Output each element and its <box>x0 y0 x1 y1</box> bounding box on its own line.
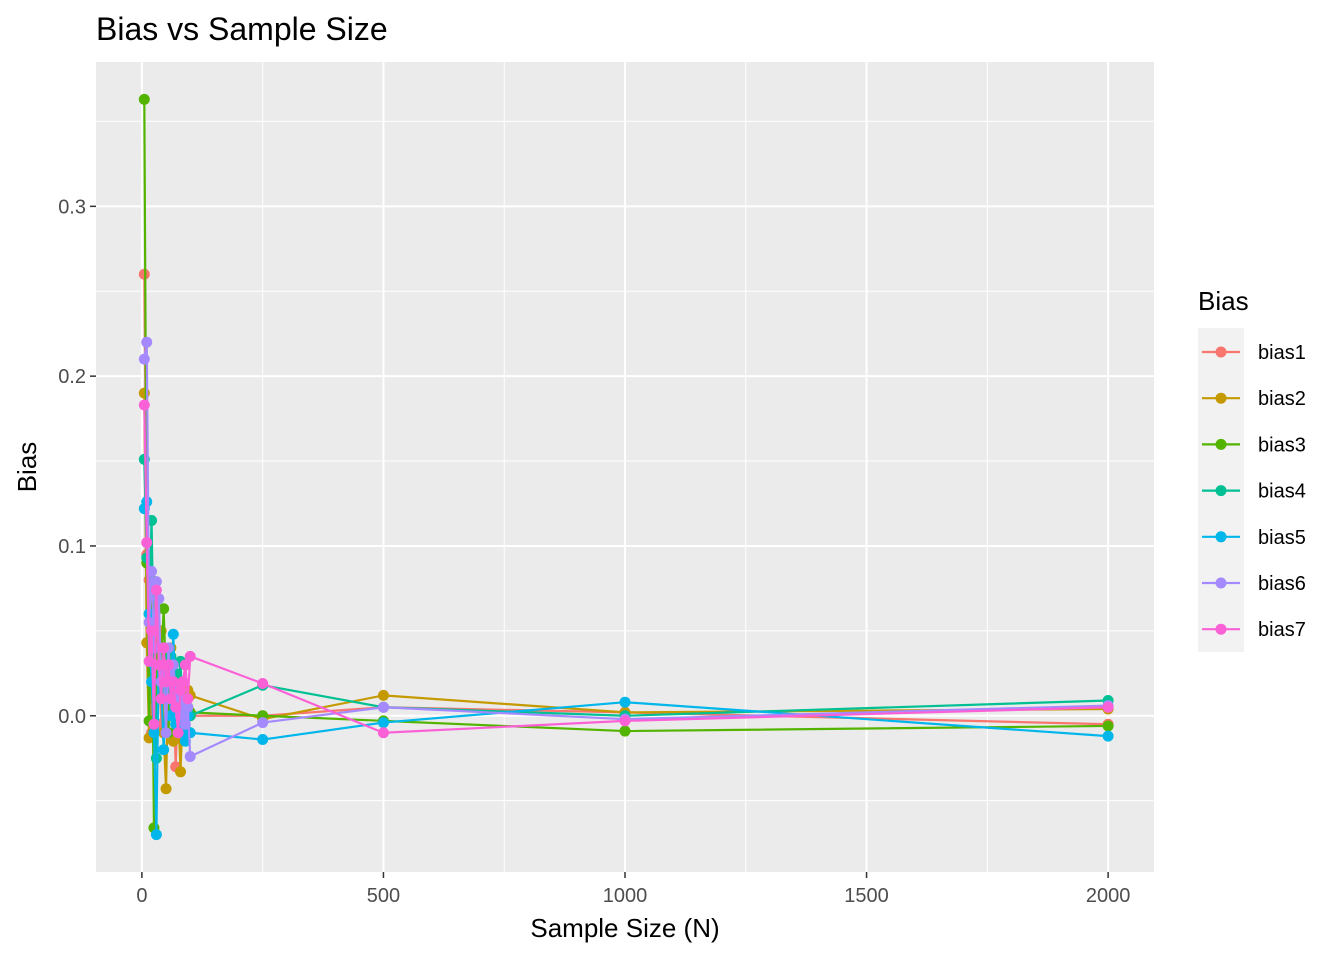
x-tick-label: 1000 <box>603 885 648 907</box>
x-tick-label: 500 <box>367 885 400 907</box>
data-point-bias5 <box>158 744 170 756</box>
data-point-bias7 <box>175 684 187 696</box>
legend-key-point <box>1215 346 1227 358</box>
data-point-bias6 <box>160 727 172 739</box>
y-tick-label: 0.0 <box>58 706 86 728</box>
legend-key-point <box>1215 531 1227 543</box>
legend-item-bias4: bias4 <box>1202 481 1306 503</box>
data-point-bias7 <box>177 676 189 688</box>
x-axis-title: Sample Size (N) <box>530 913 719 943</box>
data-point-bias7 <box>162 659 174 671</box>
series-bias7 <box>138 399 1114 739</box>
legend-item-bias6: bias6 <box>1202 573 1306 595</box>
data-point-bias7 <box>184 650 196 662</box>
legend-item-bias2: bias2 <box>1202 388 1306 410</box>
chart-title: Bias vs Sample Size <box>96 11 388 47</box>
data-point-bias6 <box>141 336 153 348</box>
legend-label: bias4 <box>1258 481 1306 503</box>
data-point-bias5 <box>619 696 631 708</box>
data-point-bias7 <box>179 659 191 671</box>
y-axis: 0.0 0.1 0.2 0.3 <box>58 196 96 728</box>
data-point-bias7 <box>143 655 155 667</box>
legend-key-point <box>1215 438 1227 450</box>
data-point-bias2 <box>377 689 389 701</box>
data-point-bias5 <box>184 727 196 739</box>
data-point-bias3 <box>1102 720 1114 732</box>
data-point-bias5 <box>165 710 177 722</box>
legend-label: bias7 <box>1258 619 1306 641</box>
data-point-bias6 <box>184 751 196 763</box>
legend-item-bias3: bias3 <box>1202 434 1306 456</box>
data-point-bias6 <box>377 701 389 713</box>
data-point-bias7 <box>146 625 158 637</box>
x-tick-label: 1500 <box>844 885 889 907</box>
data-point-bias2 <box>167 735 179 747</box>
data-point-bias5 <box>150 829 162 841</box>
data-point-bias5 <box>179 735 191 747</box>
data-point-bias7 <box>138 399 150 411</box>
legend-key-point <box>1215 577 1227 589</box>
data-point-bias6 <box>257 717 269 729</box>
data-point-bias6 <box>146 565 158 577</box>
legend-item-bias5: bias5 <box>1202 527 1306 549</box>
data-point-bias7 <box>141 537 153 549</box>
data-point-bias5 <box>148 727 160 739</box>
legend-title: Bias <box>1198 286 1249 316</box>
series-layer <box>138 93 1114 841</box>
x-axis: 0 500 1000 1500 2000 <box>136 872 1130 907</box>
legend-key-point <box>1215 392 1227 404</box>
data-point-bias2 <box>160 783 172 795</box>
data-point-bias7 <box>377 727 389 739</box>
data-point-bias7 <box>619 715 631 727</box>
data-point-bias3 <box>158 603 170 615</box>
x-tick-label: 2000 <box>1086 885 1131 907</box>
data-point-bias7 <box>158 642 170 654</box>
data-point-bias7 <box>153 659 165 671</box>
series-line-bias7 <box>143 405 1109 734</box>
data-point-bias6 <box>138 353 150 365</box>
legend-label: bias6 <box>1258 573 1306 595</box>
data-point-bias7 <box>172 727 184 739</box>
x-tick-label: 0 <box>136 885 147 907</box>
data-point-bias6 <box>182 701 194 713</box>
data-point-bias7 <box>1102 701 1114 713</box>
legend-label: bias2 <box>1258 388 1306 410</box>
data-point-bias7 <box>155 693 167 705</box>
legend-label: bias5 <box>1258 527 1306 549</box>
data-point-bias7 <box>182 693 194 705</box>
data-point-bias7 <box>257 678 269 690</box>
data-point-bias5 <box>377 717 389 729</box>
data-point-bias6 <box>179 718 191 730</box>
y-tick-label: 0.1 <box>58 536 86 558</box>
data-point-bias3 <box>138 93 150 105</box>
data-point-bias7 <box>150 584 162 596</box>
legend-label: bias3 <box>1258 434 1306 456</box>
data-point-bias7 <box>170 701 182 713</box>
y-tick-label: 0.2 <box>58 366 86 388</box>
data-point-bias7 <box>165 693 177 705</box>
data-point-bias5 <box>257 734 269 746</box>
data-point-bias7 <box>167 676 179 688</box>
data-point-bias2 <box>175 766 187 778</box>
data-point-bias5 <box>167 628 179 640</box>
data-point-bias6 <box>150 576 162 588</box>
y-axis-title: Bias <box>12 442 42 493</box>
data-point-bias5 <box>1102 730 1114 742</box>
legend-item-bias7: bias7 <box>1202 619 1306 641</box>
legend-key-point <box>1215 485 1227 497</box>
legend: Bias bias1 bias2 bias3 bias4 bias5 bias6 bias7 <box>1198 286 1306 652</box>
y-tick-label: 0.3 <box>58 196 86 218</box>
legend-label: bias1 <box>1258 342 1306 364</box>
data-point-bias7 <box>148 718 160 730</box>
legend-item-bias1: bias1 <box>1202 342 1306 364</box>
data-point-bias3 <box>619 725 631 737</box>
legend-key-point <box>1215 623 1227 635</box>
